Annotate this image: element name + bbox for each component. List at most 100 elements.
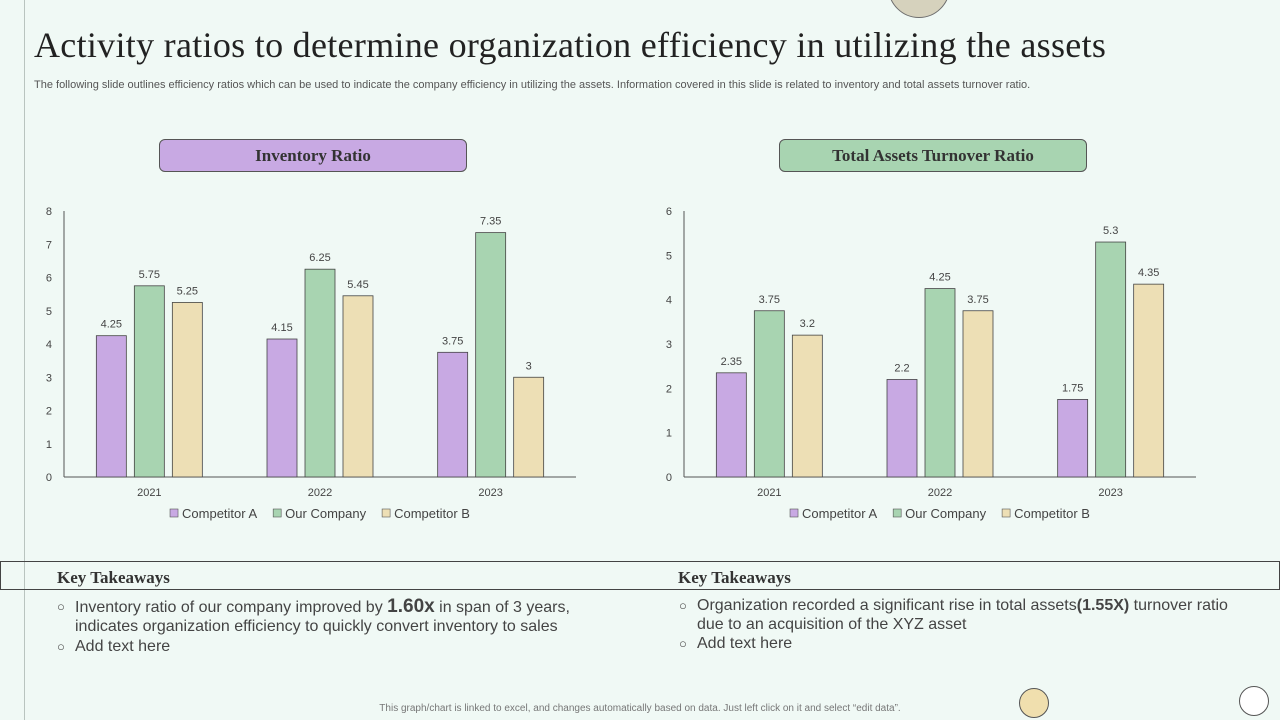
y-tick-label: 4 <box>46 339 52 351</box>
legend-swatch <box>892 508 902 518</box>
data-label: 2.35 <box>721 356 742 368</box>
bar-competitor-a-2021 <box>95 335 127 478</box>
legend-label-competitor-a: Competitor A <box>802 506 877 521</box>
chart-legend: Competitor A Our Company Competitor B <box>789 506 1090 521</box>
bar-competitor-a-2022 <box>266 338 298 478</box>
data-label: 3.2 <box>800 318 815 330</box>
data-label: 6.25 <box>309 252 330 264</box>
x-tick-label: 2021 <box>757 487 781 499</box>
total-assets-turnover-chart[interactable]: 0 1 2 3 4 5 6 2.35 3.75 3.2 2021 2.2 4.25 3.75 2022 1.7… <box>650 195 1210 535</box>
bar-our-company-2022 <box>304 268 336 478</box>
bullet-circle-icon: ○ <box>679 636 687 651</box>
right-takeaways-title: Key Takeaways <box>678 568 791 587</box>
data-label: 4.35 <box>1138 267 1159 279</box>
y-tick-label: 4 <box>666 295 672 307</box>
bar-our-company-2021 <box>753 310 785 478</box>
y-tick-label: 6 <box>46 273 52 285</box>
x-tick-label: 2023 <box>1098 487 1122 499</box>
bar-competitor-b-2022 <box>962 310 994 478</box>
right-takeaway-highlight: (1.55X) <box>1076 597 1130 614</box>
data-label: 4.25 <box>101 319 122 331</box>
right-takeaway-add-text: Add text here <box>697 635 793 652</box>
bar-our-company-2022 <box>924 288 956 478</box>
right-takeaway-text-post: turnover ratio due to an acquisition of … <box>697 597 1228 633</box>
bar-our-company-2021 <box>133 285 165 478</box>
bar-competitor-b-2021 <box>171 302 203 478</box>
data-label: 2.2 <box>894 362 909 374</box>
total-assets-turnover-header: Total Assets Turnover Ratio <box>779 139 1087 172</box>
y-tick-label: 3 <box>46 372 52 384</box>
y-tick-label: 3 <box>666 339 672 351</box>
data-label: 7.35 <box>480 216 501 228</box>
decorative-circle-top <box>888 0 950 18</box>
y-tick-label: 5 <box>46 306 52 318</box>
data-label: 5.75 <box>139 269 160 281</box>
bar-our-company-2023 <box>475 232 507 478</box>
bar-our-company-2023 <box>1095 241 1127 478</box>
data-label: 5.3 <box>1103 225 1118 237</box>
x-tick-label: 2021 <box>137 487 161 499</box>
legend-label-competitor-b: Competitor B <box>394 506 470 521</box>
x-tick-label: 2023 <box>478 487 502 499</box>
bar-competitor-b-2021 <box>791 334 823 478</box>
bar-competitor-a-2023 <box>437 351 469 478</box>
data-label: 5.45 <box>347 279 368 291</box>
decorative-circle-white <box>1239 686 1269 716</box>
data-label: 3.75 <box>967 294 988 306</box>
bar-competitor-a-2021 <box>715 372 747 478</box>
y-tick-label: 8 <box>46 206 52 218</box>
legend-label-competitor-b: Competitor B <box>1014 506 1090 521</box>
right-takeaway-item-1: ○ Organization recorded a significant ri… <box>679 596 1239 634</box>
x-tick-label: 2022 <box>308 487 332 499</box>
left-takeaway-item-1: ○ Inventory ratio of our company improve… <box>57 597 577 636</box>
bar-competitor-b-2022 <box>342 295 374 478</box>
y-tick-label: 1 <box>666 428 672 440</box>
legend-swatch <box>272 508 282 518</box>
legend-label-competitor-a: Competitor A <box>182 506 257 521</box>
y-tick-label: 2 <box>666 383 672 395</box>
decorative-circle-beige <box>1019 688 1049 718</box>
left-takeaways-title: Key Takeaways <box>57 568 170 587</box>
bullet-circle-icon: ○ <box>57 599 65 614</box>
left-rule <box>24 0 25 720</box>
data-label: 3.75 <box>759 294 780 306</box>
y-tick-label: 6 <box>666 206 672 218</box>
data-label: 5.25 <box>177 285 198 297</box>
chart-legend: Competitor A Our Company Competitor B <box>169 506 470 521</box>
y-tick-label: 0 <box>46 472 52 484</box>
data-label: 3 <box>526 360 532 372</box>
legend-label-our-company: Our Company <box>905 506 986 521</box>
data-label: 4.25 <box>929 272 950 284</box>
data-label: 3.75 <box>442 335 463 347</box>
bar-competitor-a-2022 <box>886 379 918 478</box>
bar-competitor-a-2023 <box>1057 399 1089 478</box>
left-takeaway-item-2: ○ Add text here <box>57 637 577 656</box>
bar-competitor-b-2023 <box>513 376 545 478</box>
left-takeaway-text-pre: Inventory ratio of our company improved … <box>75 599 388 616</box>
y-tick-label: 0 <box>666 472 672 484</box>
y-tick-label: 1 <box>46 439 52 451</box>
footnote: This graph/chart is linked to excel, and… <box>379 703 901 714</box>
slide-subtitle: The following slide outlines efficiency … <box>34 79 1031 91</box>
data-label: 1.75 <box>1062 382 1083 394</box>
legend-label-our-company: Our Company <box>285 506 366 521</box>
inventory-ratio-chart[interactable]: 0 1 2 3 4 5 6 7 8 4.25 5.75 5.25 2021 4.15 6.25 5.45 202… <box>30 195 590 535</box>
legend-swatch <box>169 508 179 518</box>
takeaways-band <box>0 561 1280 590</box>
bullet-circle-icon: ○ <box>57 639 65 654</box>
y-tick-label: 7 <box>46 239 52 251</box>
legend-swatch <box>1001 508 1011 518</box>
bar-competitor-b-2023 <box>1133 283 1165 478</box>
data-label: 4.15 <box>271 322 292 334</box>
slide-title: Activity ratios to determine organizatio… <box>34 25 1107 65</box>
right-takeaway-text-pre: Organization recorded a significant rise… <box>697 597 1077 614</box>
right-takeaway-item-2: ○ Add text here <box>679 634 1239 653</box>
legend-swatch <box>789 508 799 518</box>
bullet-circle-icon: ○ <box>679 598 687 613</box>
left-takeaway-highlight: 1.60x <box>387 596 435 617</box>
y-tick-label: 2 <box>46 406 52 418</box>
left-takeaway-text-post: in span of 3 years, indicates organizati… <box>75 599 570 635</box>
y-tick-label: 5 <box>666 250 672 262</box>
inventory-ratio-header: Inventory Ratio <box>159 139 467 172</box>
legend-swatch <box>381 508 391 518</box>
